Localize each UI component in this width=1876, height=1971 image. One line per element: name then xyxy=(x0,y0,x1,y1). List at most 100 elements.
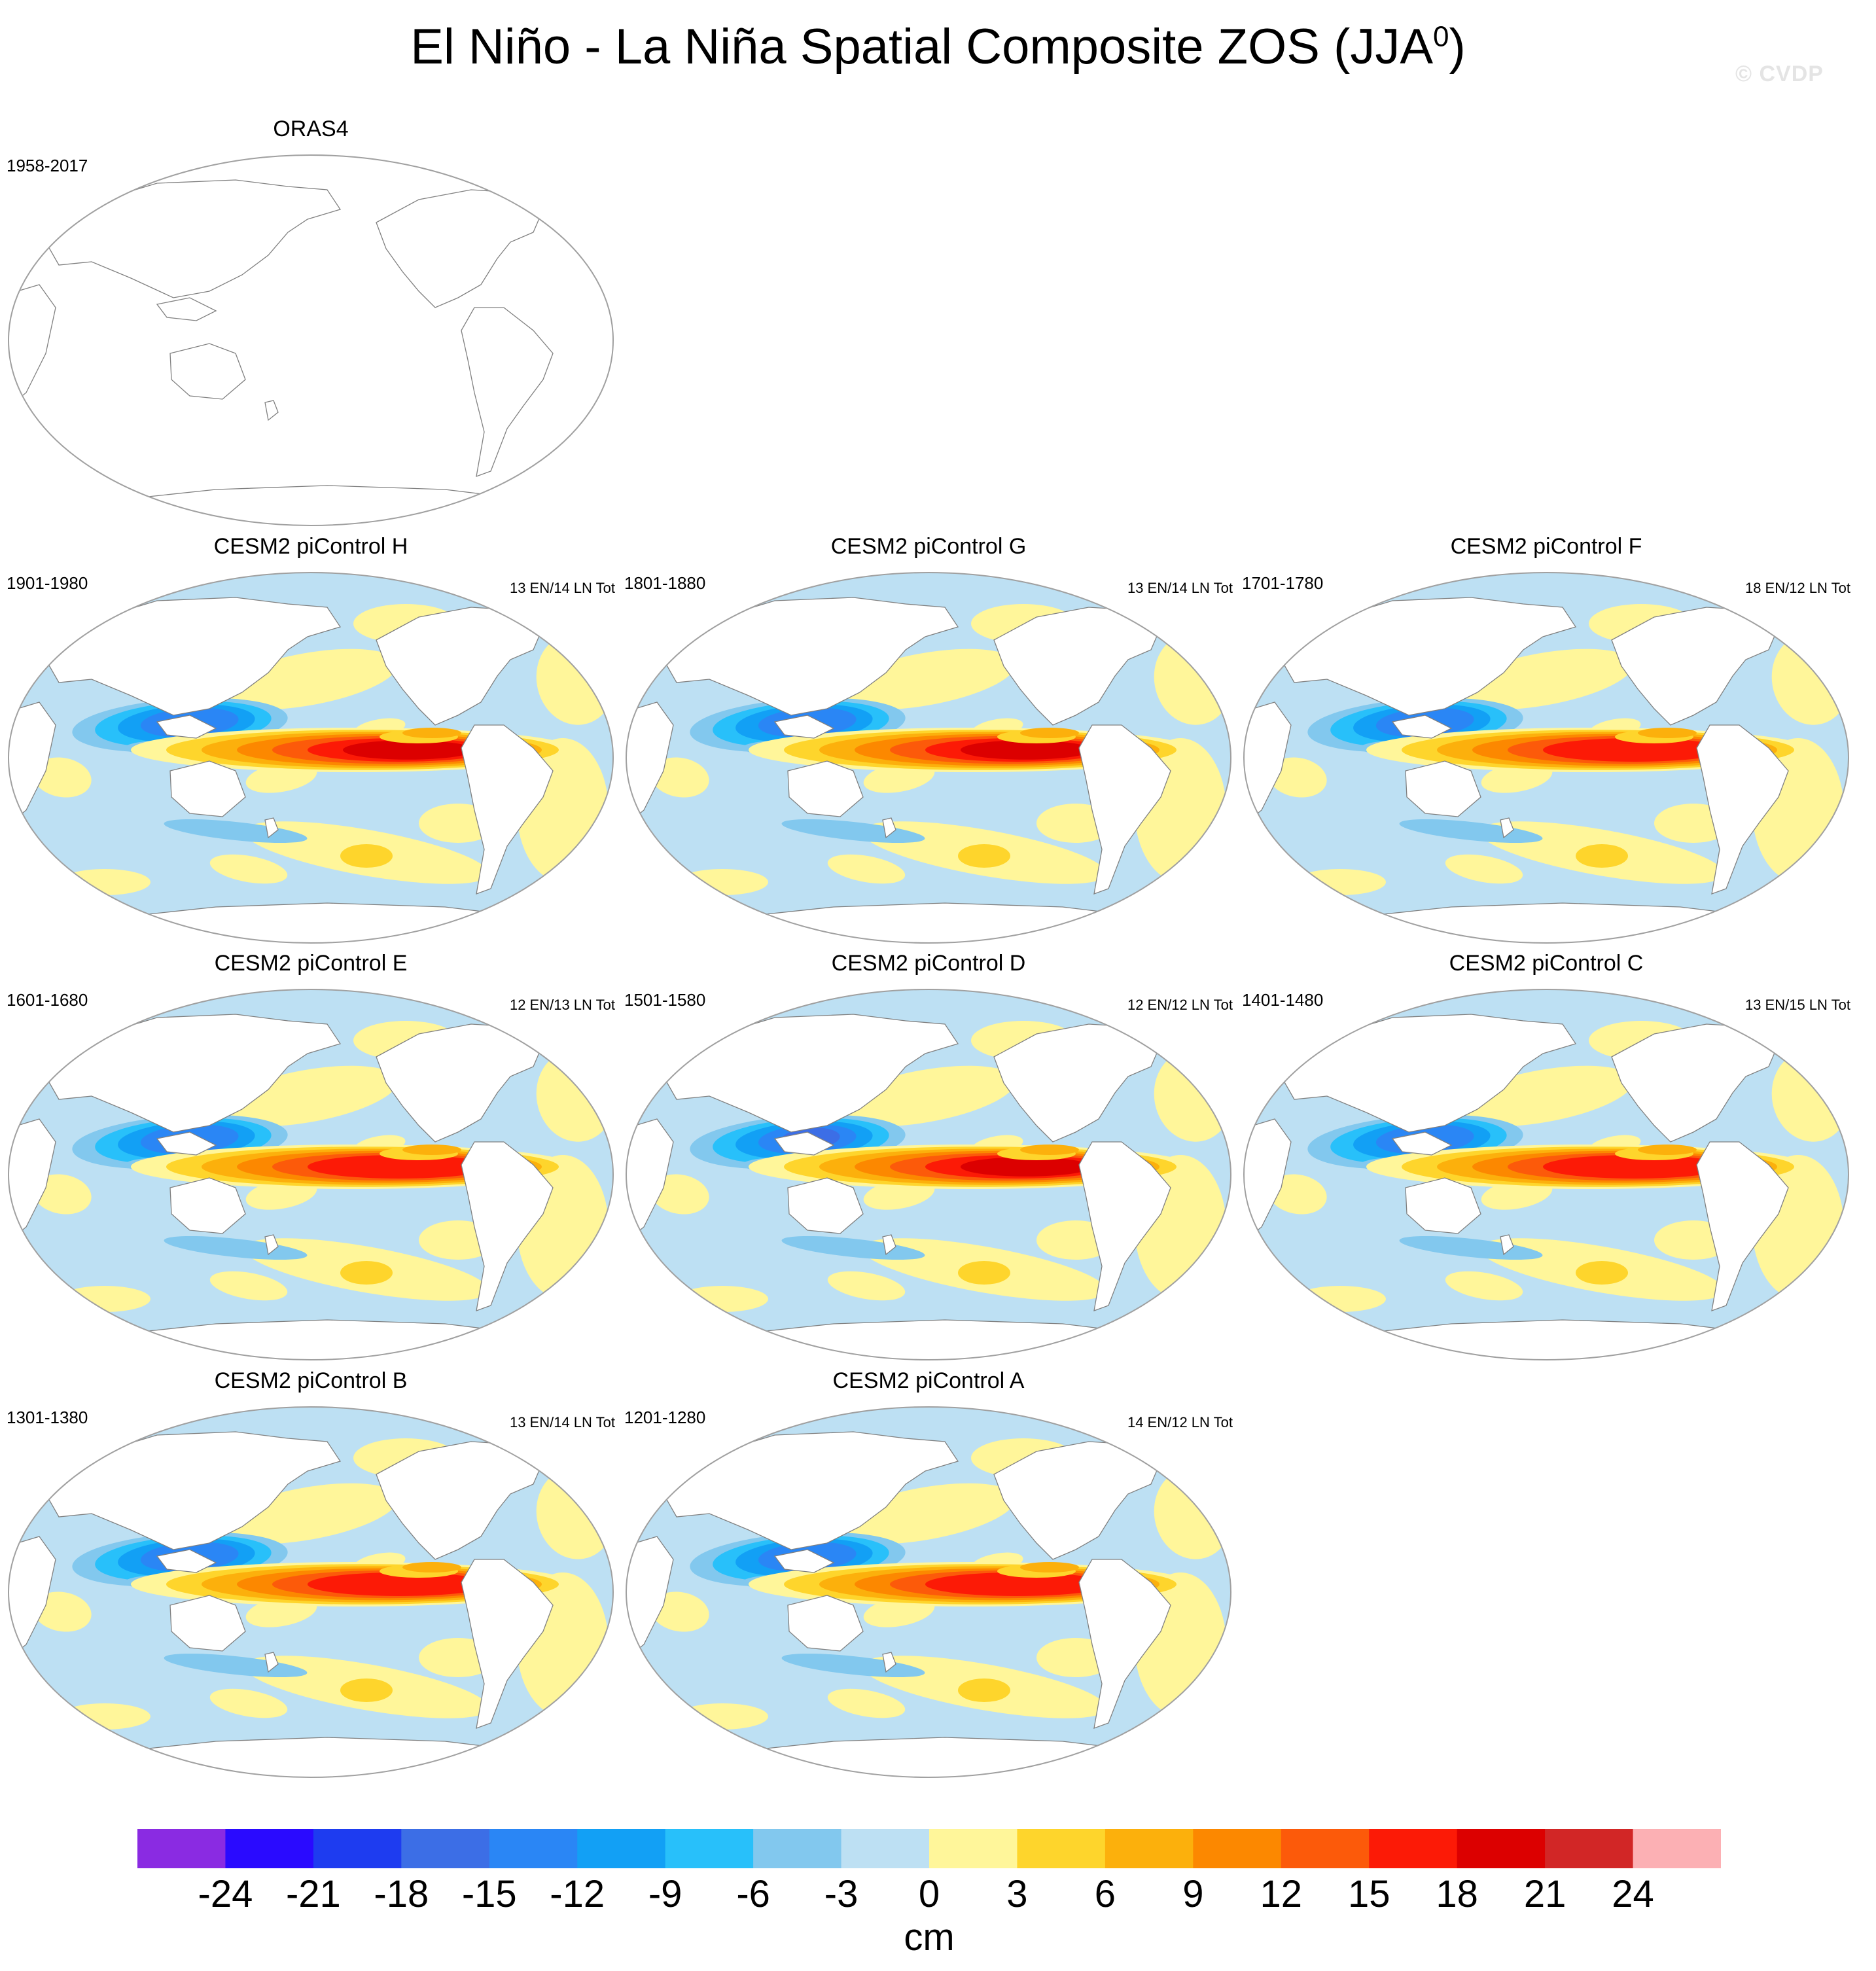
anomaly-contour-fill xyxy=(59,1703,150,1730)
anomaly-contour-fill xyxy=(402,1562,461,1572)
panel-years: 1901-1980 xyxy=(7,573,88,593)
map-panel: CESM2 piControl F 1701-1780 18 EN/12 LN … xyxy=(1235,535,1857,954)
colorbar-swatch xyxy=(137,1829,226,1868)
colorbar-swatch xyxy=(929,1829,1018,1868)
anomaly-contour-fill xyxy=(1399,819,1543,843)
landmass-greenland xyxy=(1163,586,1217,631)
landmass-australia xyxy=(169,760,246,817)
panel-title: CESM2 piControl B xyxy=(214,1368,408,1393)
colorbar-swatch xyxy=(489,1829,578,1868)
landmass-new-zealand xyxy=(882,817,896,839)
anomaly-contour-fill xyxy=(1294,869,1386,895)
map-panel: CESM2 piControl G 1801-1880 13 EN/14 LN … xyxy=(618,535,1239,954)
world-map xyxy=(7,1406,614,1778)
anomaly-contour-fill xyxy=(1020,1562,1079,1572)
coastline-antarctica xyxy=(110,485,538,525)
coastline-asia xyxy=(45,179,342,298)
anomaly-contour-fill xyxy=(1268,1174,1327,1215)
landmass-greenland xyxy=(546,1420,599,1465)
landmass-asia xyxy=(663,1014,959,1133)
panel-years: 1601-1680 xyxy=(7,990,88,1010)
panel-event-count: 12 EN/13 LN Tot xyxy=(509,997,615,1013)
map-panel: CESM2 piControl B 1301-1380 13 EN/14 LN … xyxy=(0,1370,622,1788)
colorbar-units-label: cm xyxy=(904,1916,955,1959)
world-map xyxy=(1243,989,1850,1360)
landmass-greenland xyxy=(546,586,599,631)
panel-years: 1401-1480 xyxy=(1242,990,1324,1010)
anomaly-contour-fill xyxy=(33,757,92,798)
panel-title: CESM2 piControl E xyxy=(214,951,408,976)
anomaly-contour-fill xyxy=(677,1703,768,1730)
landmass-africa-edge xyxy=(626,1118,674,1241)
anomaly-contour-fill xyxy=(1399,1235,1543,1260)
map-panel: CESM2 piControl H 1901-1980 13 EN/14 LN … xyxy=(0,535,622,954)
colorbar-tick-label: 9 xyxy=(1182,1873,1204,1915)
map-clipped-layer xyxy=(9,989,613,1360)
panel-event-count: 13 EN/14 LN Tot xyxy=(1127,580,1233,596)
colorbar-tick-label: 0 xyxy=(918,1873,940,1915)
colorbar-tick-label: 24 xyxy=(1612,1873,1654,1915)
anomaly-contour-fill xyxy=(958,1678,1010,1702)
landmass-maritime xyxy=(773,1549,835,1573)
map-outline xyxy=(625,1406,1232,1778)
landmass-asia xyxy=(1281,1014,1577,1133)
panel-title: CESM2 piControl G xyxy=(830,534,1027,559)
landmass-australia xyxy=(1405,1177,1481,1234)
anomaly-contour-fill xyxy=(827,854,906,884)
landmass-greenland xyxy=(1163,1420,1217,1465)
panel-years: 1701-1780 xyxy=(1242,573,1324,593)
anomaly-contour-fill xyxy=(781,819,925,843)
colorbar-swatch xyxy=(577,1829,666,1868)
colorbar-tick-label: -6 xyxy=(736,1873,770,1915)
panel-title: CESM2 piControl D xyxy=(831,951,1026,976)
anomaly-contour-fill xyxy=(340,1261,393,1285)
panel-years: 1501-1580 xyxy=(624,990,706,1010)
anomaly-contour-fill xyxy=(1543,738,1726,762)
landmass-maritime xyxy=(773,715,835,739)
map-clipped-layer xyxy=(9,573,613,943)
panel-event-count: 12 EN/12 LN Tot xyxy=(1127,997,1233,1013)
colorbar-swatch xyxy=(401,1829,490,1868)
map-outline xyxy=(7,154,614,526)
anomaly-contour-fill xyxy=(1543,1155,1726,1179)
anomaly-contour-fill xyxy=(925,1572,1108,1596)
anomaly-contour-fill xyxy=(209,854,288,884)
colorbar-swatch xyxy=(1633,1829,1721,1868)
coastline-australia xyxy=(169,343,246,400)
map-outline xyxy=(7,989,614,1360)
anomaly-contour-fill xyxy=(1020,728,1079,738)
colorbar-swatch xyxy=(1017,1829,1106,1868)
map-clipped-layer xyxy=(626,573,1231,943)
anomaly-contour-fill xyxy=(340,844,393,868)
colorbar-tick-label: 15 xyxy=(1347,1873,1390,1915)
world-map xyxy=(7,989,614,1360)
landmass-new-zealand xyxy=(1500,1234,1514,1256)
map-outline xyxy=(625,572,1232,944)
anomaly-contour-fill xyxy=(1294,1286,1386,1312)
landmass-australia xyxy=(787,1595,864,1652)
panel-years: 1201-1280 xyxy=(624,1408,706,1427)
world-map xyxy=(625,572,1232,944)
colorbar-swatch xyxy=(753,1829,842,1868)
colorbar-swatch xyxy=(1193,1829,1282,1868)
anomaly-contour-fill xyxy=(781,1653,925,1678)
world-map xyxy=(7,572,614,944)
map-panel: CESM2 piControl C 1401-1480 13 EN/15 LN … xyxy=(1235,952,1857,1371)
colorbar-swatch xyxy=(1281,1829,1370,1868)
anomaly-contour-fill xyxy=(827,1271,906,1301)
colorbar-swatch xyxy=(1369,1829,1458,1868)
colorbar-tick-label: 12 xyxy=(1260,1873,1303,1915)
anomaly-contour-fill xyxy=(1638,728,1697,738)
landmass-asia xyxy=(45,1431,342,1550)
colorbar-swatch xyxy=(841,1829,930,1868)
landmass-asia xyxy=(45,1014,342,1133)
colorbar-tick-label: -9 xyxy=(648,1873,682,1915)
map-clipped-layer xyxy=(9,1407,613,1777)
landmass-south-america xyxy=(1078,724,1171,895)
world-map xyxy=(625,1406,1232,1778)
map-outline xyxy=(7,572,614,944)
landmass-australia xyxy=(169,1177,246,1234)
colorbar-swatch xyxy=(665,1829,754,1868)
anomaly-contour-fill xyxy=(1576,844,1628,868)
colorbar-tick-label: -3 xyxy=(824,1873,858,1915)
